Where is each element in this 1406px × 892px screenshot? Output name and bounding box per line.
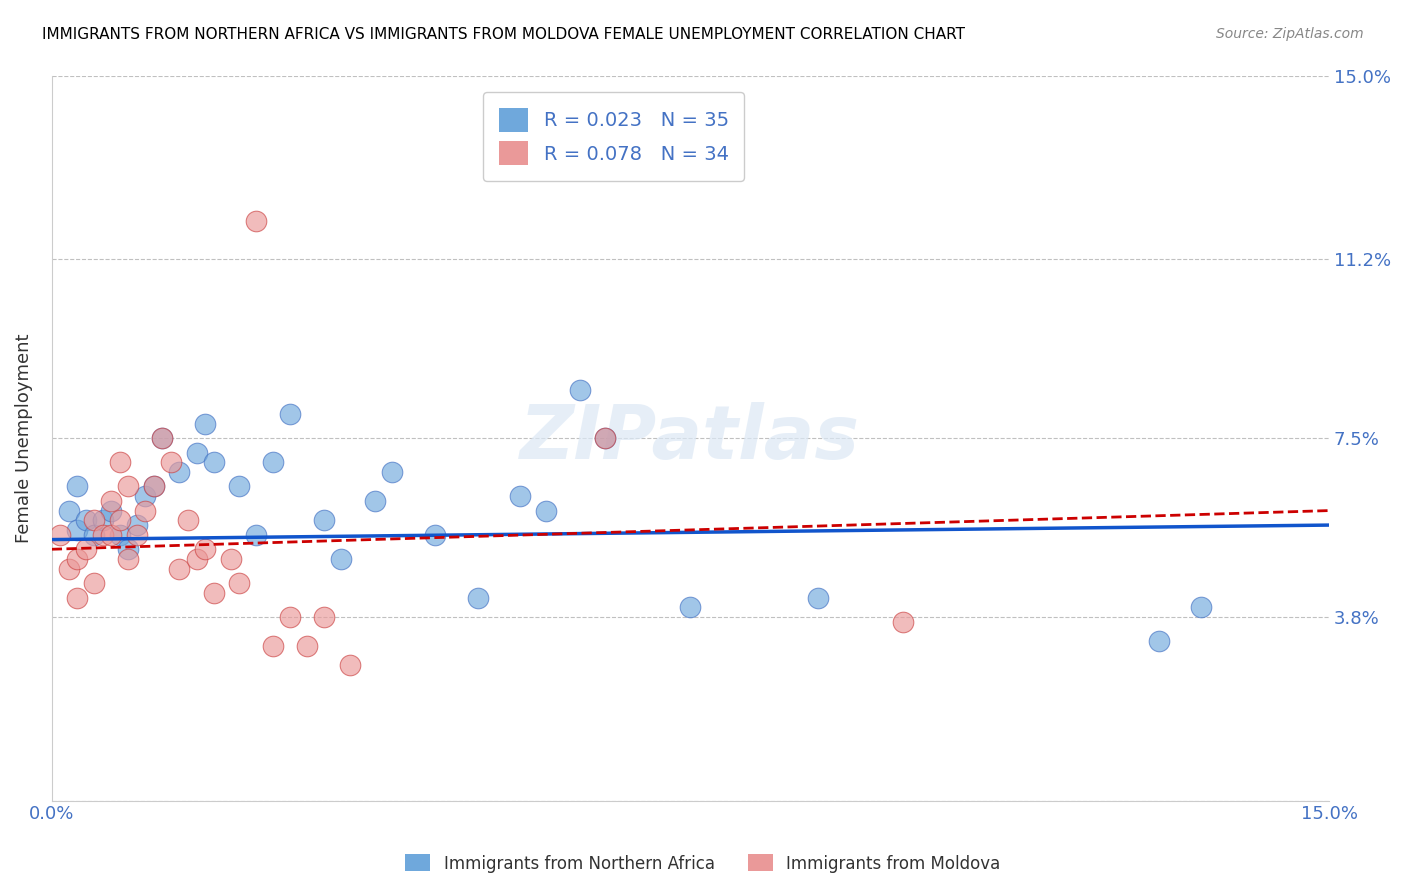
Point: [314, 610, 336, 624]
Point: [152, 431, 174, 445]
Point: [593, 431, 616, 445]
Text: IMMIGRANTS FROM NORTHERN AFRICA VS IMMIGRANTS FROM MOLDOVA FEMALE UNEMPLOYMENT C: IMMIGRANTS FROM NORTHERN AFRICA VS IMMIG…: [42, 27, 965, 42]
Point: [108, 513, 131, 527]
Point: [568, 383, 591, 397]
Point: [228, 576, 250, 591]
Point: [125, 518, 148, 533]
Point: [83, 513, 105, 527]
Point: [117, 479, 139, 493]
Point: [58, 561, 80, 575]
Point: [364, 494, 387, 508]
Point: [83, 527, 105, 541]
Point: [125, 527, 148, 541]
Point: [194, 542, 217, 557]
Point: [108, 527, 131, 541]
Point: [169, 561, 191, 575]
Point: [142, 479, 165, 493]
Point: [142, 479, 165, 493]
Point: [202, 586, 225, 600]
Legend: Immigrants from Northern Africa, Immigrants from Moldova: Immigrants from Northern Africa, Immigra…: [399, 847, 1007, 880]
Text: Source: ZipAtlas.com: Source: ZipAtlas.com: [1216, 27, 1364, 41]
Point: [245, 527, 267, 541]
Point: [177, 513, 200, 527]
Point: [1147, 634, 1170, 648]
Point: [66, 552, 89, 566]
Point: [219, 552, 242, 566]
Point: [58, 503, 80, 517]
Point: [228, 479, 250, 493]
Point: [152, 431, 174, 445]
Point: [66, 591, 89, 605]
Point: [66, 523, 89, 537]
Point: [891, 615, 914, 629]
Point: [160, 455, 183, 469]
Point: [108, 455, 131, 469]
Y-axis label: Female Unemployment: Female Unemployment: [15, 334, 32, 543]
Point: [262, 455, 284, 469]
Point: [423, 527, 446, 541]
Point: [295, 639, 318, 653]
Point: [169, 465, 191, 479]
Point: [534, 503, 557, 517]
Point: [509, 489, 531, 503]
Point: [100, 503, 122, 517]
Point: [49, 527, 72, 541]
Point: [75, 542, 97, 557]
Point: [381, 465, 404, 479]
Point: [314, 513, 336, 527]
Legend: R = 0.023   N = 35, R = 0.078   N = 34: R = 0.023 N = 35, R = 0.078 N = 34: [484, 93, 744, 181]
Point: [330, 552, 353, 566]
Point: [66, 479, 89, 493]
Point: [75, 513, 97, 527]
Point: [91, 527, 114, 541]
Point: [807, 591, 830, 605]
Point: [100, 527, 122, 541]
Point: [117, 552, 139, 566]
Text: ZIPatlas: ZIPatlas: [520, 401, 860, 475]
Point: [467, 591, 489, 605]
Point: [278, 407, 301, 421]
Point: [186, 445, 208, 459]
Point: [245, 213, 267, 227]
Point: [83, 576, 105, 591]
Point: [262, 639, 284, 653]
Point: [134, 503, 156, 517]
Point: [91, 513, 114, 527]
Point: [100, 494, 122, 508]
Point: [679, 600, 702, 615]
Point: [1189, 600, 1212, 615]
Point: [117, 542, 139, 557]
Point: [339, 658, 361, 673]
Point: [202, 455, 225, 469]
Point: [278, 610, 301, 624]
Point: [194, 417, 217, 431]
Point: [186, 552, 208, 566]
Point: [134, 489, 156, 503]
Point: [593, 431, 616, 445]
